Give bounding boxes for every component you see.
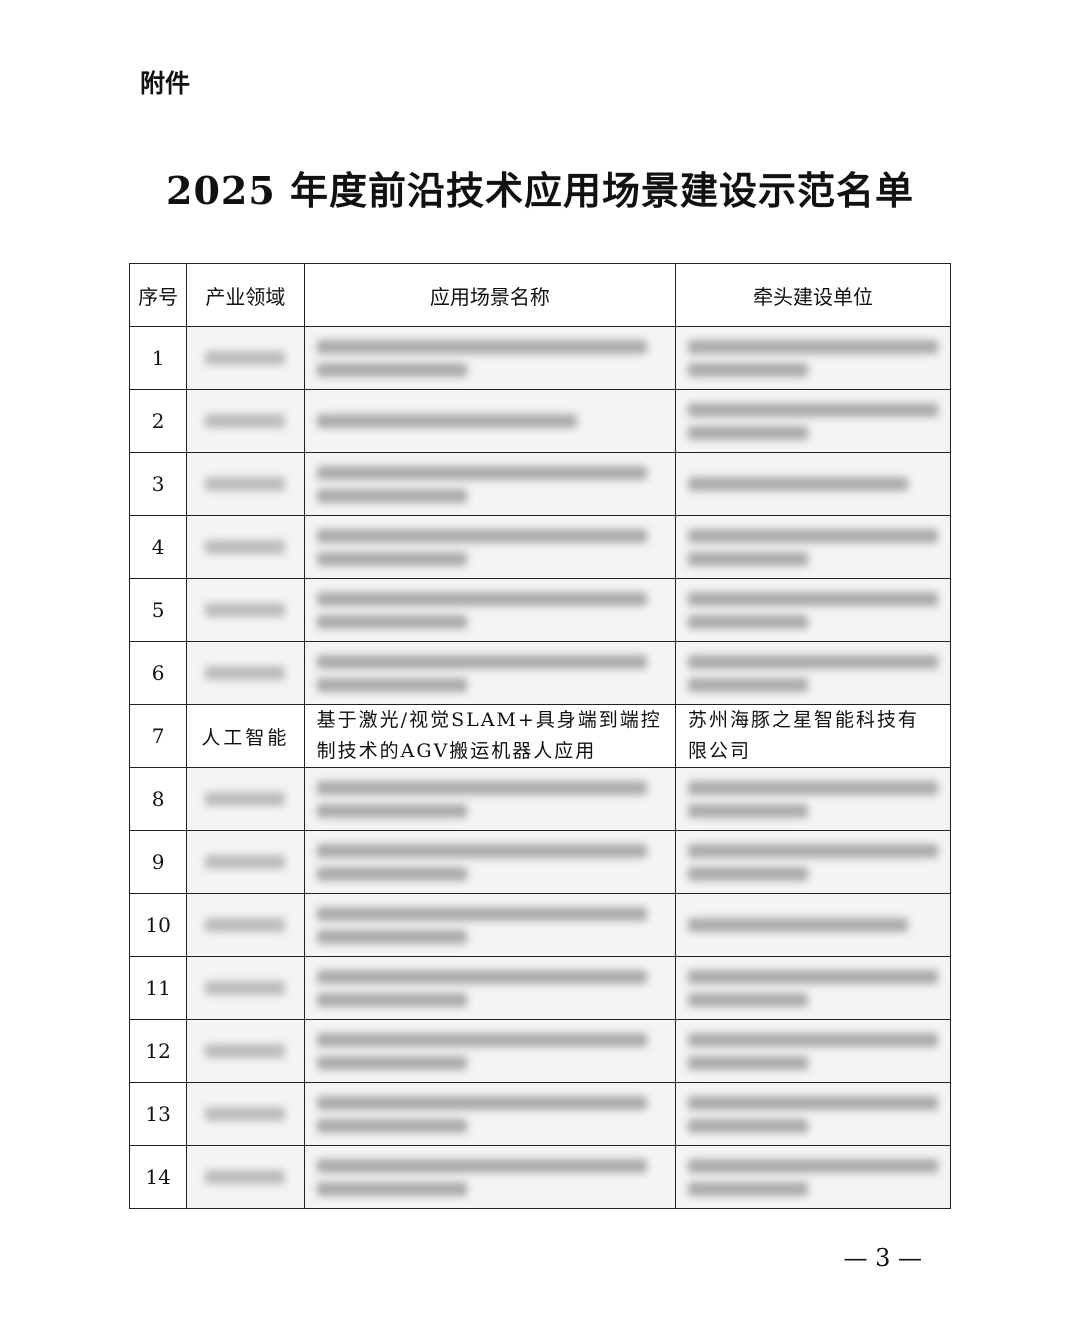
blurred-scenario-cell [303,578,676,642]
domain-cell: 人工智能 [186,704,305,768]
blurred-domain-cell [186,767,305,831]
blurred-domain-cell [186,830,305,894]
table-row: 1 [128,326,952,390]
row-number: 9 [128,830,188,894]
blurred-domain-cell [186,1145,305,1209]
header-unit: 牵头建设单位 [674,263,952,327]
blurred-domain-cell [186,452,305,516]
row-number: 6 [128,641,188,705]
row-number: 12 [128,1019,188,1083]
table-row: 6 [128,641,952,705]
blurred-scenario-cell [303,1082,676,1146]
document-title: 2025 年度前沿技术应用场景建设示范名单 [166,168,914,213]
row-number: 1 [128,326,188,390]
blurred-domain-cell [186,389,305,453]
blurred-unit-cell [674,767,952,831]
table-row: 11 [128,956,952,1020]
blurred-scenario-cell [303,956,676,1020]
row-number: 14 [128,1145,188,1209]
table-row: 13 [128,1082,952,1146]
blurred-scenario-cell [303,893,676,957]
blurred-domain-cell [186,1019,305,1083]
blurred-scenario-cell [303,515,676,579]
row-number: 8 [128,767,188,831]
blurred-domain-cell [186,956,305,1020]
blurred-unit-cell [674,1019,952,1083]
blurred-scenario-cell [303,641,676,705]
blurred-domain-cell [186,641,305,705]
blurred-unit-cell [674,1145,952,1209]
row-number: 7 [128,704,188,768]
header-domain: 产业领域 [186,263,305,327]
blurred-unit-cell [674,452,952,516]
row-number: 2 [128,389,188,453]
blurred-unit-cell [674,578,952,642]
blurred-unit-cell [674,893,952,957]
table-row: 12 [128,1019,952,1083]
table-row: 5 [128,578,952,642]
blurred-unit-cell [674,389,952,453]
blurred-unit-cell [674,830,952,894]
blurred-scenario-cell [303,1145,676,1209]
table-row: 2 [128,389,952,453]
row-number: 11 [128,956,188,1020]
blurred-scenario-cell [303,1019,676,1083]
blurred-scenario-cell [303,830,676,894]
blurred-scenario-cell [303,389,676,453]
blurred-unit-cell [674,956,952,1020]
blurred-domain-cell [186,1082,305,1146]
blurred-unit-cell [674,515,952,579]
table-row: 8 [128,767,952,831]
table-row: 14 [128,1145,952,1209]
demo-list-table: 序号 产业领域 应用场景名称 牵头建设单位 1 2 3 4 5 6 7 人工智能 基于激光/视觉… [128,263,952,1209]
row-number: 10 [128,893,188,957]
table-row: 3 [128,452,952,516]
blurred-unit-cell [674,641,952,705]
unit-cell: 苏州海豚之星智能科技有限公司 [674,704,952,768]
blurred-scenario-cell [303,452,676,516]
blurred-domain-cell [186,326,305,390]
row-number: 13 [128,1082,188,1146]
header-no: 序号 [128,263,188,327]
blurred-scenario-cell [303,767,676,831]
row-number: 3 [128,452,188,516]
page-number: — 3 — [843,1244,922,1272]
attachment-label: 附件 [140,69,191,98]
row-number: 4 [128,515,188,579]
table-row: 4 [128,515,952,579]
blurred-scenario-cell [303,326,676,390]
row-number: 5 [128,578,188,642]
blurred-domain-cell [186,893,305,957]
blurred-domain-cell [186,578,305,642]
blurred-domain-cell [186,515,305,579]
scenario-cell: 基于激光/视觉SLAM+具身端到端控制技术的AGV搬运机器人应用 [303,704,676,768]
table-header-row: 序号 产业领域 应用场景名称 牵头建设单位 [128,263,952,327]
table-row: 7 人工智能 基于激光/视觉SLAM+具身端到端控制技术的AGV搬运机器人应用 苏州海… [128,704,952,768]
header-scenario: 应用场景名称 [303,263,676,327]
blurred-unit-cell [674,326,952,390]
table-row: 9 [128,830,952,894]
table-row: 10 [128,893,952,957]
blurred-unit-cell [674,1082,952,1146]
